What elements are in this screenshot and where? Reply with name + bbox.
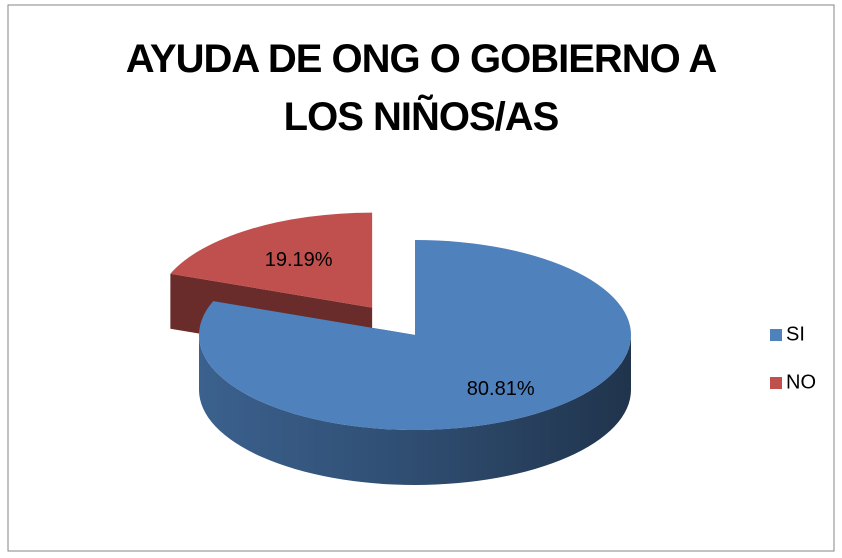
legend-swatch bbox=[770, 377, 782, 389]
chart-title: AYUDA DE ONG O GOBIERNO A LOS NIÑOS/AS bbox=[125, 37, 718, 139]
slice bbox=[199, 240, 631, 431]
legend-label: SI bbox=[786, 323, 805, 345]
legend-label: NO bbox=[786, 371, 816, 393]
legend-swatch bbox=[770, 329, 782, 341]
slice bbox=[170, 212, 373, 308]
data-label: 19.19% bbox=[265, 249, 333, 271]
data-label: 80.81% bbox=[467, 378, 535, 400]
slice-wall bbox=[199, 335, 631, 485]
